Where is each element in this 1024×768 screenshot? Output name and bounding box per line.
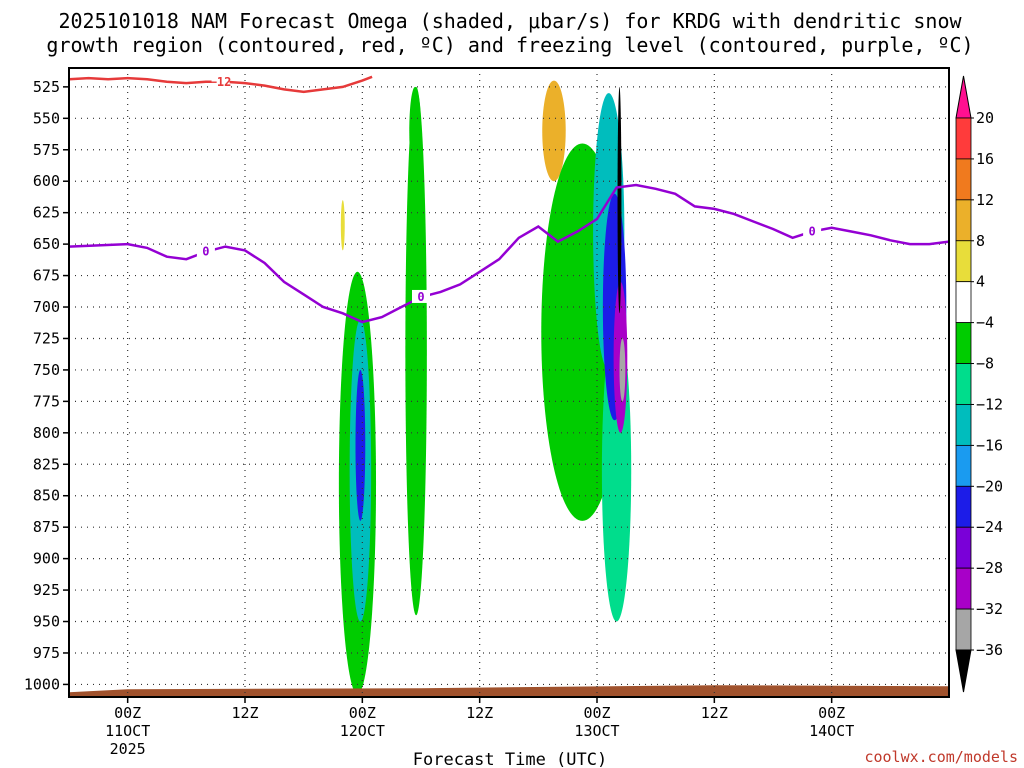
colorbar-segment — [955, 608, 972, 651]
colorbar-segment — [955, 485, 972, 528]
colorbar-label: −20 — [976, 477, 1003, 495]
y-tick-label: 800 — [33, 424, 60, 442]
omega-region-4 — [409, 86, 421, 175]
y-tick-label: 1000 — [24, 675, 60, 693]
colorbar-label: −32 — [976, 600, 1003, 618]
colorbar-label: −28 — [976, 559, 1003, 577]
colorbar-label: −8 — [976, 355, 994, 373]
x-tick-label: 2025 — [110, 740, 146, 758]
y-tick-label: 775 — [33, 392, 60, 410]
contour-label-0: 0 — [202, 245, 209, 259]
chart-title-line-1: 2025101018 NAM Forecast Omega (shaded, μ… — [58, 9, 962, 33]
colorbar-bottom-arrow — [955, 649, 972, 693]
colorbar-segment — [955, 281, 972, 324]
colorbar-label: 20 — [976, 109, 994, 127]
contour-label-bg — [196, 244, 215, 258]
y-tick-label: 650 — [33, 235, 60, 253]
x-tick-label: 00Z — [349, 704, 376, 722]
x-tick-label: 12Z — [231, 704, 258, 722]
plot-frame — [68, 67, 950, 698]
y-tick-label: 725 — [33, 329, 60, 347]
x-tick-label: 14OCT — [809, 722, 854, 740]
y-tick-label: 550 — [33, 109, 60, 127]
contour-labels: 0 0 0 −12 — [196, 74, 822, 304]
surface-terrain — [69, 685, 949, 697]
x-tick-label: 00Z — [583, 704, 610, 722]
contour-label-3: −12 — [210, 75, 232, 89]
contour-label-1: 0 — [417, 290, 424, 304]
y-tick-label: 950 — [33, 613, 60, 631]
colorbar-segment — [955, 444, 972, 487]
contour-label-bg — [412, 289, 430, 303]
omega-shading-layer — [338, 80, 632, 695]
x-tick-label: 11OCT — [105, 722, 150, 740]
contour-label-2: 0 — [808, 225, 815, 239]
colorbar-segment — [955, 363, 972, 405]
y-tick-label: 750 — [33, 361, 60, 379]
omega-region-2 — [355, 369, 366, 521]
plot-area: 0 0 0 −12 — [69, 68, 949, 697]
y-tick-label: 675 — [33, 267, 60, 285]
omega-region-16 — [617, 86, 622, 314]
colorbar-label: −12 — [976, 395, 1003, 413]
colorbar-segment — [955, 404, 972, 446]
y-tick-label: 900 — [33, 550, 60, 568]
colorbar-label: −36 — [976, 641, 1003, 659]
x-tick-label: 00Z — [114, 704, 141, 722]
colorbar-segment — [955, 322, 972, 364]
colorbar-segment — [955, 158, 972, 201]
omega-region-6 — [542, 80, 566, 182]
colorbar-label: 4 — [976, 273, 985, 291]
x-tick-label: 00Z — [818, 704, 845, 722]
chart-title-line-2: growth region (contoured, red, ºC) and f… — [46, 33, 973, 57]
y-tick-label: 925 — [33, 581, 60, 599]
x-tick-label: 13OCT — [574, 722, 619, 740]
y-tick-label: 850 — [33, 487, 60, 505]
colorbar-label: −16 — [976, 436, 1003, 454]
y-axis: 525 550 575 600 625 650 675 700 725 750 775 800 825 8… — [24, 78, 69, 693]
omega-region-15 — [619, 338, 626, 402]
y-tick-label: 875 — [33, 518, 60, 536]
site-credit: coolwx.com/models — [864, 748, 1018, 766]
y-tick-label: 975 — [33, 644, 60, 662]
omega-region-3 — [405, 86, 427, 616]
y-tick-label: 600 — [33, 172, 60, 190]
y-tick-label: 700 — [33, 298, 60, 316]
x-axis-title: Forecast Time (UTC) — [413, 750, 607, 768]
colorbar-top-arrow — [955, 75, 972, 119]
colorbar-segment — [955, 199, 972, 242]
y-tick-label: 825 — [33, 455, 60, 473]
colorbar-segment — [955, 240, 972, 283]
contour-label-bg — [211, 74, 230, 88]
colorbar-segment — [955, 117, 972, 160]
colorbar-label: 12 — [976, 191, 994, 209]
colorbar-label: −4 — [976, 314, 994, 332]
y-tick-label: 625 — [33, 204, 60, 222]
colorbar-label: −24 — [976, 518, 1003, 536]
y-tick-label: 525 — [33, 78, 60, 96]
colorbar-segment — [955, 526, 972, 569]
colorbar-segment — [955, 567, 972, 610]
x-tick-label: 12Z — [701, 704, 728, 722]
colorbar-label: 16 — [976, 150, 994, 168]
colorbar-label: 8 — [976, 232, 985, 250]
grid-lines — [69, 68, 949, 697]
colorbar-legend: 20 16 12 8 4 −4 −8 −12 −16 −20 −24 −28 −32 −36 — [955, 75, 1003, 693]
x-tick-label: 12OCT — [340, 722, 385, 740]
contour-label-bg — [803, 224, 822, 238]
x-tick-label: 12Z — [466, 704, 493, 722]
omega-region-5 — [340, 200, 345, 251]
y-tick-label: 575 — [33, 141, 60, 159]
